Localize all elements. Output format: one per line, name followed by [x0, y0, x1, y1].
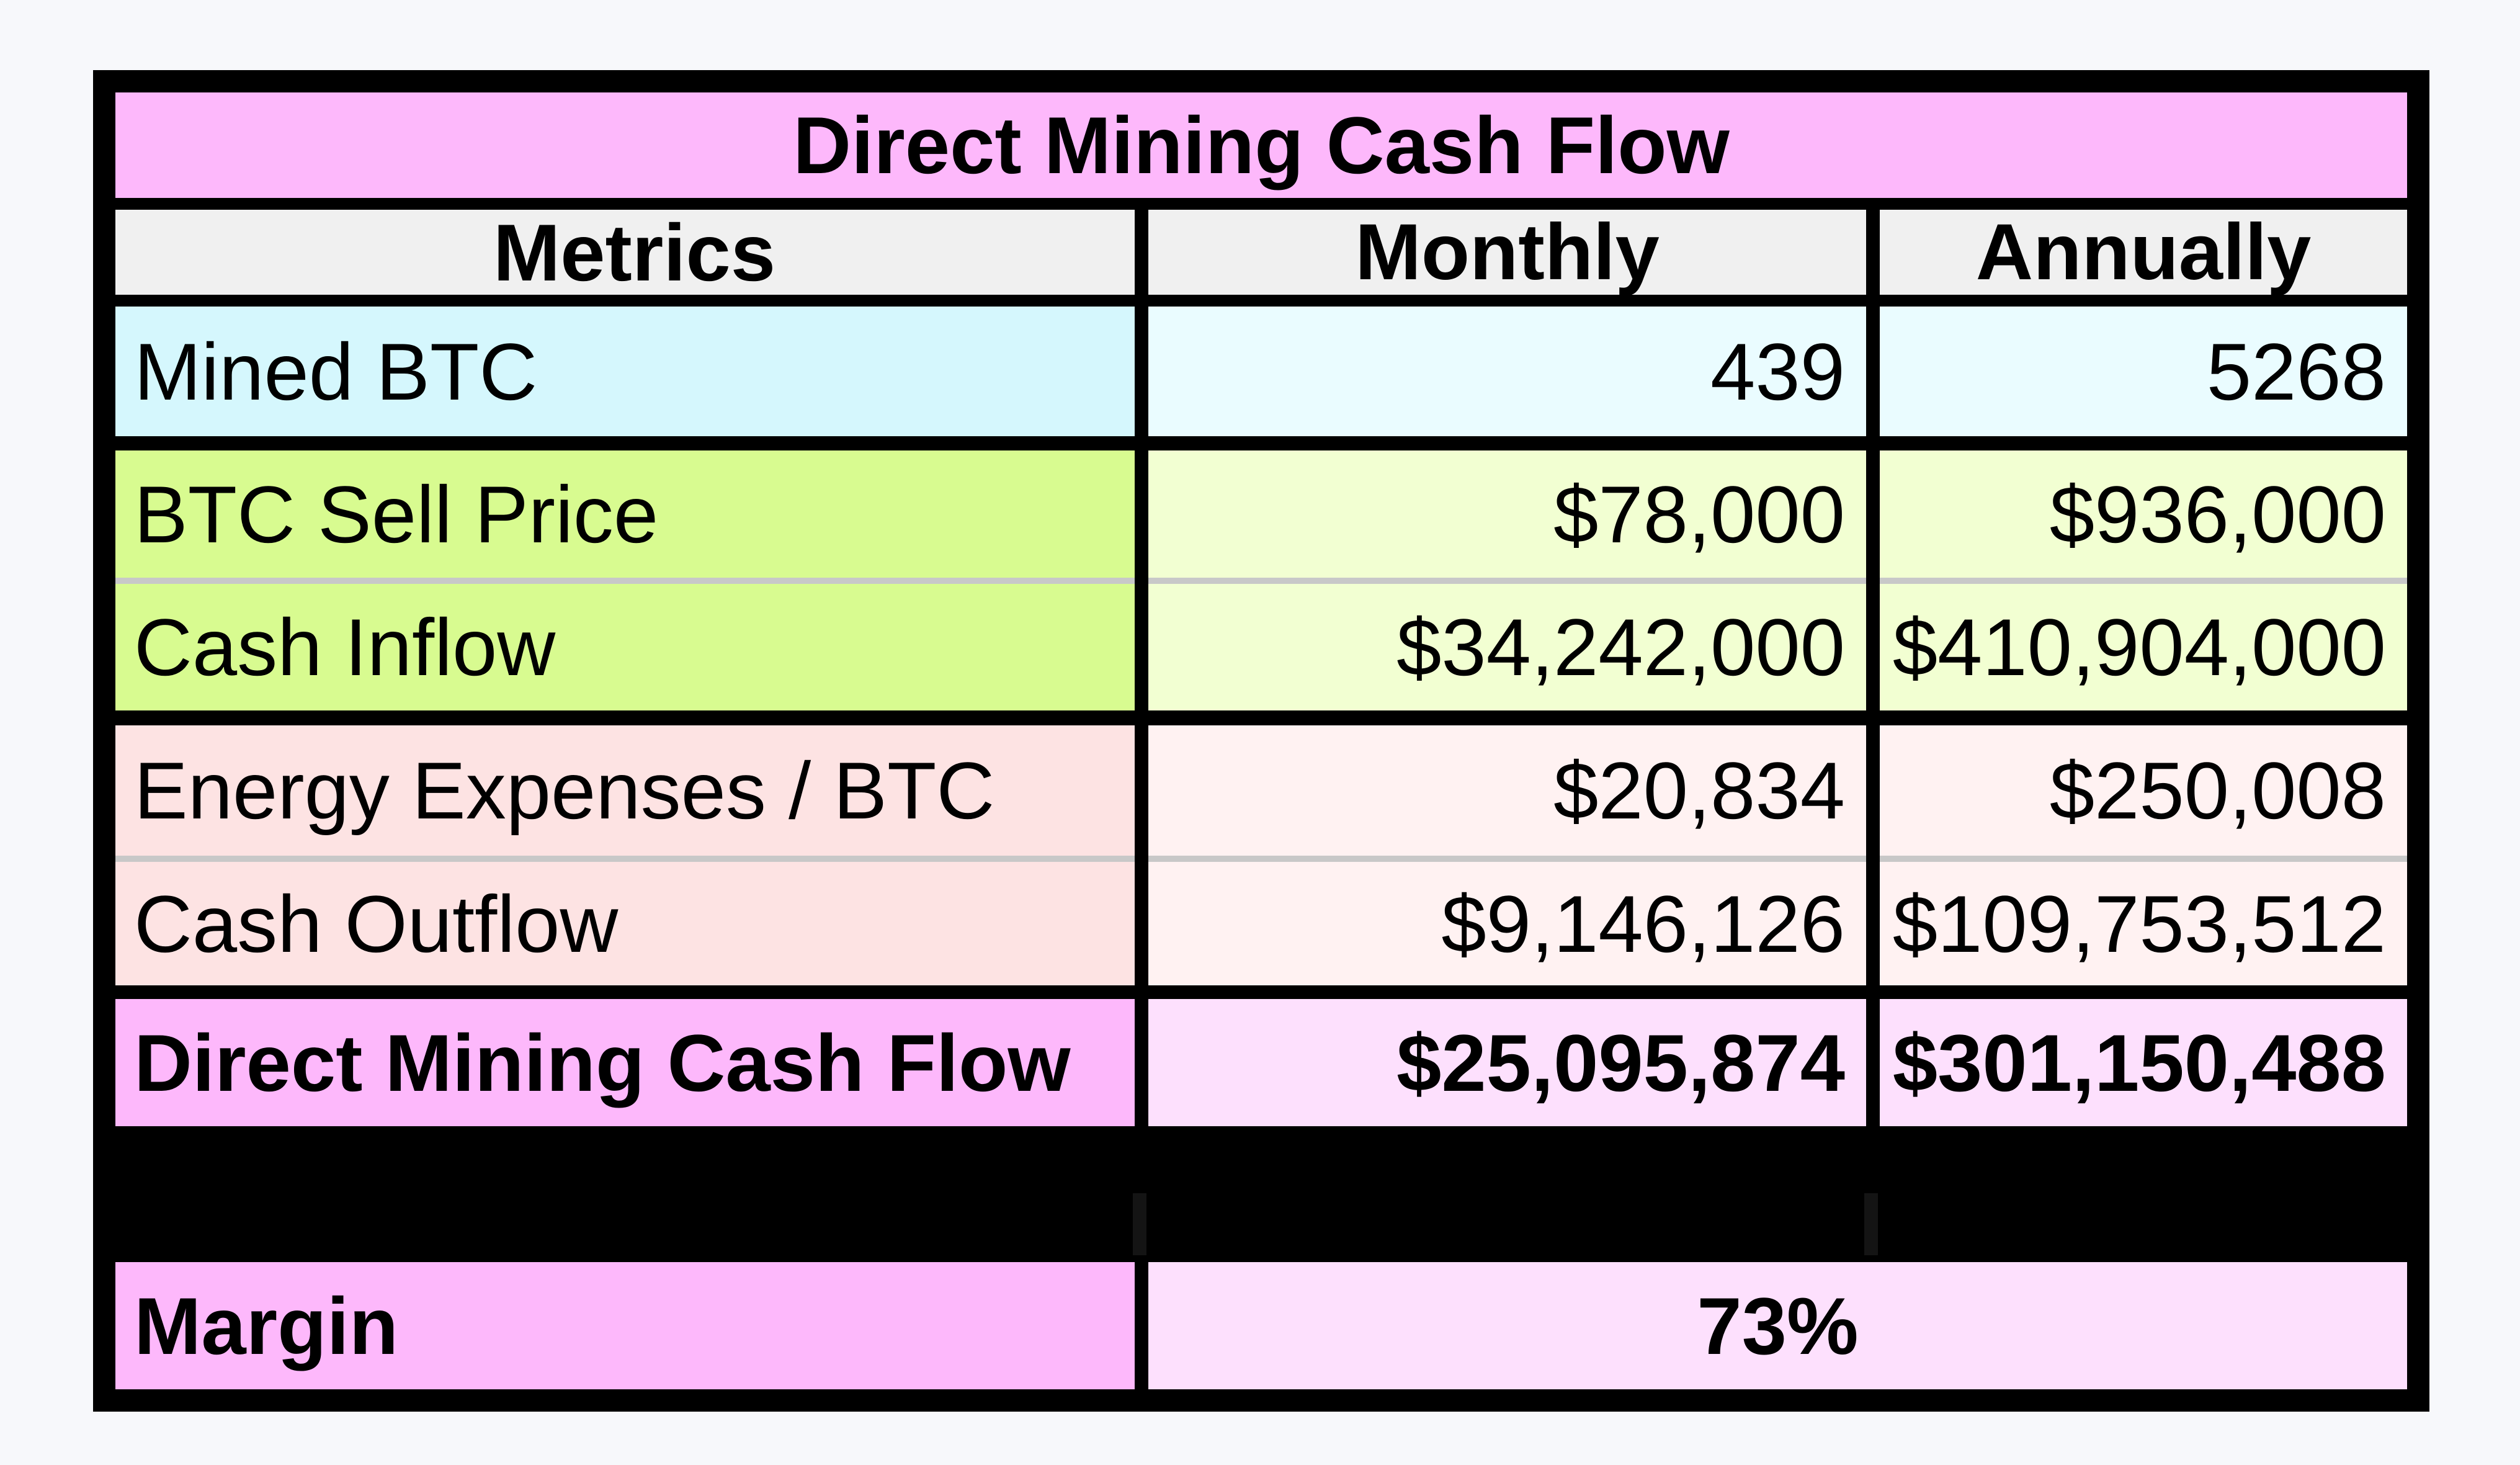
row-direct-mining-cash-flow-monthly: $25,095,874: [1148, 999, 1866, 1126]
table-title: Direct Mining Cash Flow: [115, 92, 2407, 198]
margin-label: Margin: [115, 1262, 1135, 1389]
row-energy-expenses-annually: $250,008: [1880, 725, 2407, 856]
row-mined-btc-label: Mined BTC: [115, 307, 1135, 436]
row-direct-mining-cash-flow-label: Direct Mining Cash Flow: [115, 999, 1135, 1126]
row-divider: [1880, 578, 2407, 584]
row-cash-outflow-label: Cash Outflow: [115, 862, 1135, 985]
row-energy-expenses-monthly: $20,834: [1148, 725, 1866, 856]
margin-value: 73%: [1148, 1262, 2407, 1389]
row-cash-inflow-label: Cash Inflow: [115, 584, 1135, 710]
cash-flow-table: Direct Mining Cash Flow Metrics Monthly …: [93, 70, 2429, 1412]
row-direct-mining-cash-flow-annually: $301,150,488: [1880, 999, 2407, 1126]
row-cash-outflow-monthly: $9,146,126: [1148, 862, 1866, 985]
row-energy-expenses-label: Energy Expenses / BTC: [115, 725, 1135, 856]
spacer-divider: [1864, 1193, 1878, 1255]
row-cash-outflow-annually: $109,753,512: [1880, 862, 2407, 985]
row-btc-sell-price-annually: $936,000: [1880, 450, 2407, 578]
row-divider: [115, 856, 1135, 862]
row-cash-inflow-annually: $410,904,000: [1880, 584, 2407, 710]
row-btc-sell-price-monthly: $78,000: [1148, 450, 1866, 578]
row-btc-sell-price-label: BTC Sell Price: [115, 450, 1135, 578]
header-annually: Annually: [1880, 210, 2407, 295]
spacer-divider: [1133, 1193, 1146, 1255]
row-divider: [1148, 856, 1866, 862]
row-divider: [115, 578, 1135, 584]
row-divider: [1148, 578, 1866, 584]
header-monthly: Monthly: [1148, 210, 1866, 295]
row-cash-inflow-monthly: $34,242,000: [1148, 584, 1866, 710]
header-metrics: Metrics: [115, 210, 1135, 295]
row-divider: [1880, 856, 2407, 862]
row-mined-btc-annually: 5268: [1880, 307, 2407, 436]
row-mined-btc-monthly: 439: [1148, 307, 1866, 436]
